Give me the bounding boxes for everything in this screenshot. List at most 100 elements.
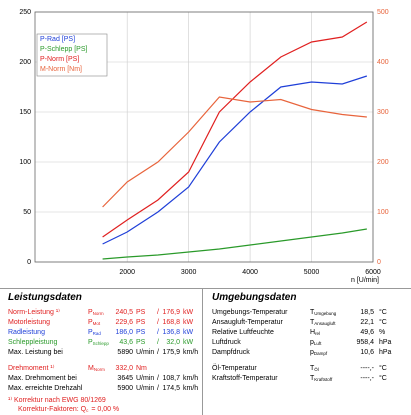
row-label: Max. erreichte Drehzahl [8,385,83,392]
row-unit: km/h [183,375,199,382]
y-tick-label: 0 [27,259,31,266]
row-value: 176,9 [162,309,180,316]
symbol-sub: c [86,408,89,413]
row-value: 10,6 [360,349,374,356]
symbol-sub: Öl [314,367,319,372]
row-unit: % [379,329,386,336]
row-sep: / [157,319,159,326]
x-tick-label: 2000 [119,269,135,276]
x-axis-label: n [U/min] [351,277,379,284]
row-label: Relative Luftfeuchte [212,329,274,336]
row-value: 22,1 [360,319,374,326]
row-label: Ansaugluft-Temperatur [212,319,283,326]
symbol: pDampf [310,349,328,356]
row-label: Max. Leistung bei [8,349,63,356]
footnote: ¹⁾ Korrektur nach EWG 80/1269 [8,397,106,404]
y2-tick-label: 400 [377,59,389,66]
x-tick-label: 5000 [304,269,320,276]
panel-title: Leistungsdaten [8,292,82,303]
series-line [102,228,367,260]
row-unit: kW [183,309,194,316]
row-value: 49,6 [360,329,374,336]
plot-frame [34,11,374,263]
x-tick-label: 3000 [181,269,197,276]
symbol: PRad [88,329,101,336]
factor-value: = 0,00 % [91,406,120,413]
row-value: 229,6 [115,319,133,326]
row-unit: °C [379,309,387,316]
symbol: PNorm [88,309,104,316]
row-unit: km/h [183,385,199,392]
legend-entry: M-Norm [Nm] [40,66,82,73]
panel-title: Umgebungsdaten [212,292,297,303]
legend-entry: P-Schlepp [PS] [40,46,88,53]
row-value: 32,0 [166,339,180,346]
symbol: TUmgebung [310,309,337,316]
row-unit: U/min [136,375,155,382]
symbol: pLuft [310,339,322,346]
row-unit: hPa [379,349,392,356]
series-line [102,96,367,208]
row-label: Drehmoment ¹⁾ [8,365,55,372]
row-value: 168,8 [162,319,180,326]
legend-box [36,33,108,77]
symbol-sub: rel [315,331,321,336]
row-value: 5900 [117,385,133,392]
row-value: 186,0 [115,329,133,336]
row-label: Max. Drehmoment bei [8,375,77,382]
y2-tick-label: 200 [377,159,389,166]
row-unit: U/min [136,385,155,392]
row-sep: / [157,329,159,336]
symbol-sub: Kraftstoff [314,377,333,382]
symbol-sub: Norm [93,367,105,372]
row-unit: kW [183,329,194,336]
symbol-sub: Mot [92,321,101,326]
y2-tick-label: 100 [377,209,389,216]
row-value: 18,5 [360,309,374,316]
symbol: MNorm [88,365,105,372]
symbol-sub: Luft [313,341,322,346]
row-value: 175,9 [162,349,180,356]
row-sep: / [157,339,159,346]
symbol-sub: Rad [92,331,101,336]
row-sep: / [157,349,159,356]
row-label: Kraftstoff-Temperatur [212,375,278,382]
symbol: TAnsaugluft [310,319,336,326]
legend-entry: P-Norm [PS] [40,56,79,63]
row-unit: km/h [183,349,199,356]
row-label: Umgebungs-Temperatur [212,309,288,316]
row-value: 332,0 [115,365,133,372]
row-unit: PS [136,329,146,336]
row-unit: hPa [379,339,392,346]
row-unit: U/min [136,349,155,356]
row-value: 240,5 [115,309,133,316]
row-unit: kW [183,339,194,346]
row-unit: Nm [136,365,147,372]
row-unit: PS [136,339,146,346]
symbol-sub: Norm [92,311,104,316]
row-value: 5890 [117,349,133,356]
panel-rule [0,288,411,289]
row-label: Motorleistung [8,319,51,326]
row-value: 136,8 [162,329,180,336]
y-tick-label: 250 [19,9,31,16]
y2-tick-label: 500 [377,9,389,16]
row-label: Schleppleistung [8,339,58,346]
row-unit: °C [379,319,387,326]
series-line [102,75,368,245]
row-sep: / [157,385,159,392]
row-unit: PS [136,309,146,316]
row-unit: °C [379,365,387,372]
series-line [102,21,368,238]
y2-tick-label: 300 [377,109,389,116]
row-value: 108,7 [162,375,180,382]
y-tick-label: 100 [19,159,31,166]
row-label: Dampfdruck [212,349,250,356]
row-sep: / [157,309,159,316]
row-value: ----,- [360,365,374,372]
x-tick-label: 6000 [365,269,381,276]
row-value: 958,4 [356,339,374,346]
y-tick-label: 200 [19,59,31,66]
y-tick-label: 150 [19,109,31,116]
